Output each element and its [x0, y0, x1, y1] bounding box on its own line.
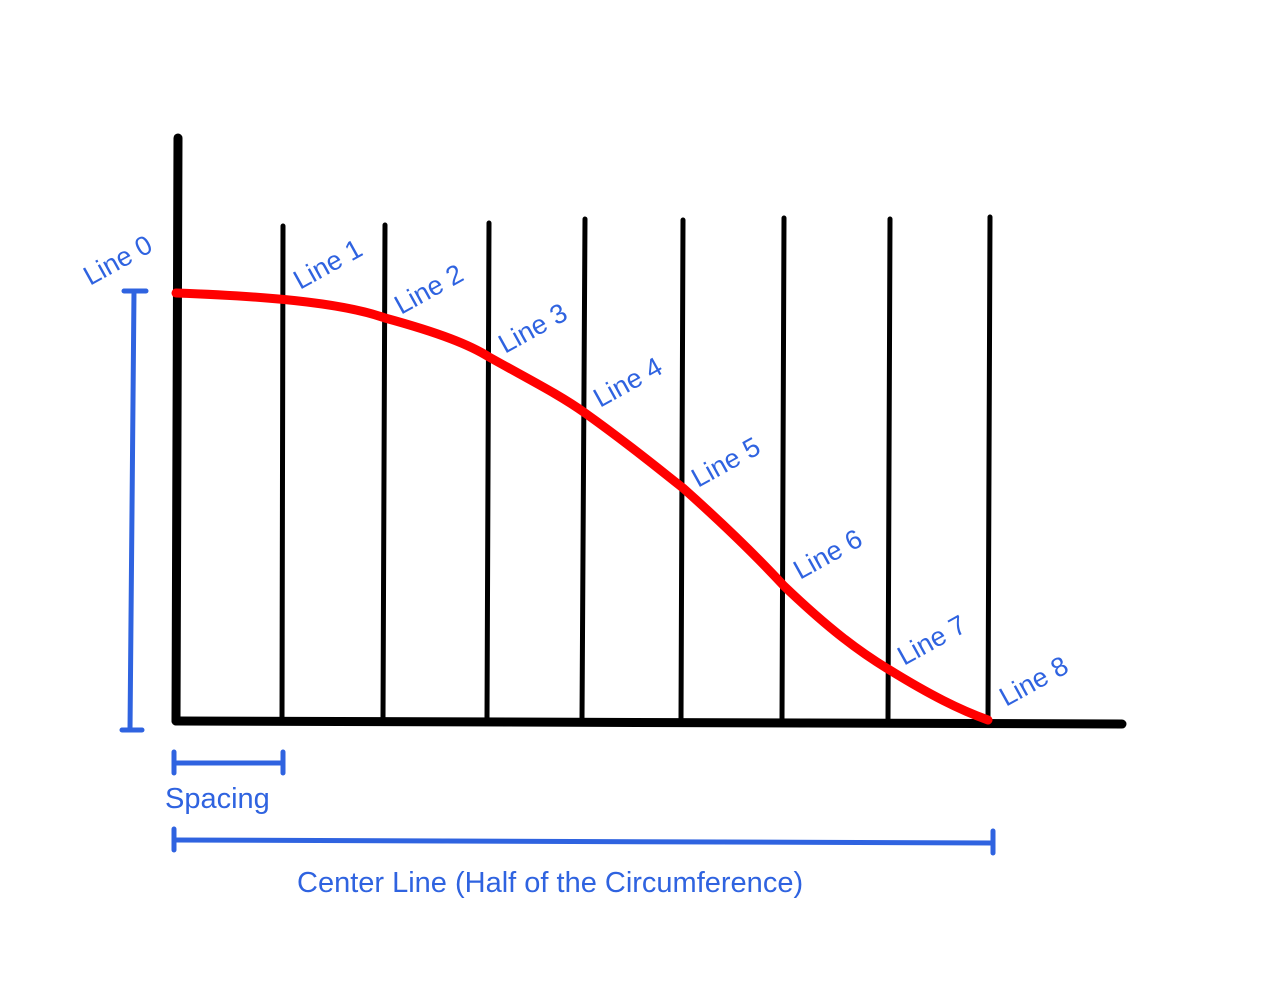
line-label-5: Line 5 [686, 431, 765, 493]
line-label-1: Line 1 [288, 233, 367, 295]
division-lines [279, 214, 993, 722]
height-bracket [119, 288, 149, 733]
division-line-8 [985, 214, 993, 722]
line-label-8: Line 8 [994, 650, 1073, 712]
division-line-6 [779, 215, 787, 722]
line-label-3: Line 3 [493, 297, 572, 359]
division-line-5 [678, 217, 686, 722]
line-label-0: Line 0 [78, 229, 157, 291]
line-label-2: Line 2 [389, 258, 468, 320]
cosine-curve [171, 288, 993, 725]
division-line-2 [380, 222, 388, 722]
vertical-axis [171, 133, 183, 726]
center-line-bracket [171, 826, 996, 856]
spacing-label: Spacing [165, 783, 270, 815]
line-label-6: Line 6 [788, 523, 867, 585]
center-line-label: Center Line (Half of the Circumference) [297, 867, 803, 899]
spacing-bracket [171, 749, 286, 776]
division-line-4 [579, 216, 588, 722]
division-line-7 [885, 216, 893, 722]
line-labels: Line 0 Line 1 Line 2 Line 3 Line 4 Line … [78, 229, 1073, 712]
division-line-3 [484, 220, 492, 722]
division-line-1 [279, 223, 286, 722]
line-label-4: Line 4 [588, 351, 667, 413]
line-label-7: Line 7 [892, 609, 971, 671]
horizontal-axis [171, 716, 1127, 729]
